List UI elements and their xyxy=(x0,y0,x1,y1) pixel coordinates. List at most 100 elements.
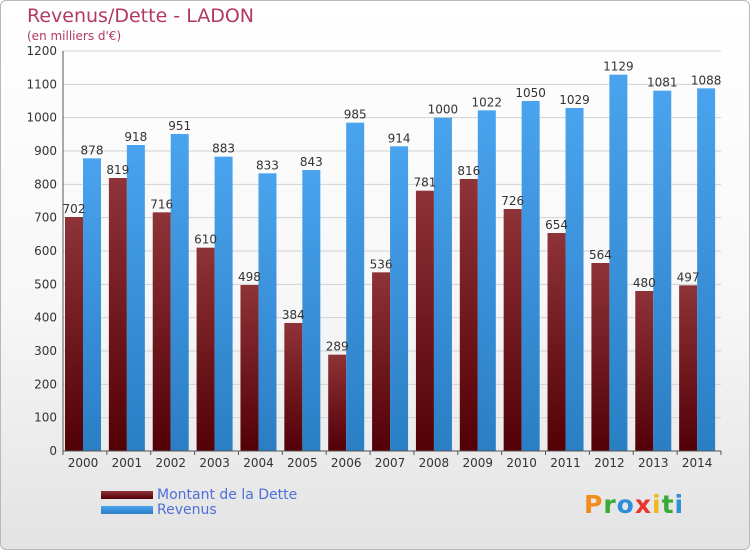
proxiti-logo: Proxiti xyxy=(584,490,684,519)
data-label-debt: 819 xyxy=(106,163,129,177)
x-tick-label: 2001 xyxy=(112,456,143,470)
bar-revenus xyxy=(565,108,584,451)
logo-letter: o xyxy=(616,490,635,519)
data-label-debt: 610 xyxy=(194,233,217,247)
data-label-revenus: 833 xyxy=(256,158,279,172)
x-tick-label: 2013 xyxy=(638,456,669,470)
data-label-debt: 716 xyxy=(150,197,173,211)
y-tick-label: 800 xyxy=(34,177,57,191)
data-label-debt: 289 xyxy=(326,340,349,354)
x-tick-label: 2004 xyxy=(243,456,274,470)
bar-debt xyxy=(328,354,347,451)
x-tick-label: 2010 xyxy=(506,456,537,470)
logo-letter: i xyxy=(652,490,662,519)
bar-debt xyxy=(547,233,566,451)
y-tick-label: 600 xyxy=(34,244,57,258)
x-tick-label: 2002 xyxy=(155,456,186,470)
bar-debt xyxy=(152,212,171,451)
bar-revenus xyxy=(214,156,233,451)
legend-label-debt: Montant de la Dette xyxy=(157,487,298,503)
bar-revenus xyxy=(83,158,101,452)
x-tick-label: 2009 xyxy=(463,456,494,470)
x-tick-label: 2003 xyxy=(199,456,230,470)
y-tick-label: 1100 xyxy=(26,77,57,91)
y-tick-label: 0 xyxy=(49,444,57,458)
data-label-debt: 498 xyxy=(238,270,261,284)
y-tick-label: 100 xyxy=(34,411,57,425)
x-tick-label: 2000 xyxy=(68,456,99,470)
data-label-revenus: 985 xyxy=(344,108,367,122)
y-tick-label: 1200 xyxy=(26,44,57,58)
data-label-debt: 702 xyxy=(63,202,86,216)
logo-letter: r xyxy=(603,490,617,519)
bar-revenus xyxy=(609,74,628,452)
bar-revenus xyxy=(653,90,672,452)
bar-debt xyxy=(108,178,127,451)
legend-label-revenus: Revenus xyxy=(157,502,217,518)
y-tick-label: 700 xyxy=(34,211,57,225)
bar-debt xyxy=(591,263,610,451)
x-tick-label: 2012 xyxy=(594,456,625,470)
y-tick-label: 1000 xyxy=(26,111,57,125)
legend-swatch-revenus xyxy=(101,506,153,514)
bar-revenus xyxy=(126,145,145,451)
data-label-debt: 497 xyxy=(677,270,700,284)
x-tick-label: 2007 xyxy=(375,456,406,470)
legend-swatch-debt xyxy=(101,491,153,499)
x-tick-label: 2006 xyxy=(331,456,362,470)
y-tick-label: 400 xyxy=(34,311,57,325)
chart-title: Revenus/Dette - LADON xyxy=(27,5,255,27)
data-label-revenus: 843 xyxy=(300,155,323,169)
bar-revenus xyxy=(346,122,365,452)
bar-debt xyxy=(65,217,83,451)
y-tick-label: 900 xyxy=(34,144,57,158)
data-label-debt: 564 xyxy=(589,248,612,262)
chart-subtitle: (en milliers d'€) xyxy=(27,29,122,43)
data-label-debt: 536 xyxy=(370,257,393,271)
logo-letter: i xyxy=(674,490,685,519)
bar-revenus xyxy=(697,88,716,451)
bar-revenus xyxy=(477,110,496,451)
bar-debt xyxy=(635,291,654,451)
bar-debt xyxy=(459,179,478,451)
bar-revenus xyxy=(433,117,452,452)
data-label-revenus: 883 xyxy=(212,142,235,156)
data-label-debt: 480 xyxy=(633,276,656,290)
data-label-revenus: 951 xyxy=(168,119,191,133)
x-tick-label: 2005 xyxy=(287,456,318,470)
bar-debt xyxy=(240,285,259,451)
data-label-revenus: 878 xyxy=(81,143,104,157)
legend-item-revenus: Revenus xyxy=(101,502,217,518)
y-tick-label: 500 xyxy=(34,277,57,291)
data-label-revenus: 1022 xyxy=(472,95,503,109)
bar-debt xyxy=(372,272,391,451)
bar-debt xyxy=(679,285,698,451)
data-label-revenus: 1129 xyxy=(603,60,634,74)
x-tick-label: 2008 xyxy=(419,456,450,470)
bar-debt xyxy=(284,323,303,451)
bar-debt xyxy=(503,209,522,451)
bar-revenus xyxy=(302,170,321,451)
y-tick-label: 200 xyxy=(34,377,57,391)
data-label-revenus: 1081 xyxy=(647,76,678,90)
logo-letter: t xyxy=(661,490,675,519)
data-label-revenus: 1029 xyxy=(559,93,590,107)
bar-debt xyxy=(196,247,215,451)
bar-debt xyxy=(415,190,434,451)
data-label-revenus: 1050 xyxy=(515,86,546,100)
data-label-debt: 816 xyxy=(457,164,480,178)
x-tick-label: 2011 xyxy=(550,456,581,470)
data-label-revenus: 1000 xyxy=(428,103,459,117)
data-label-revenus: 1088 xyxy=(691,73,722,87)
x-tick-label: 2014 xyxy=(682,456,713,470)
logo-letter: x xyxy=(634,490,652,519)
y-tick-label: 300 xyxy=(34,344,57,358)
legend-item-debt: Montant de la Dette xyxy=(101,487,298,503)
bar-revenus xyxy=(258,173,277,452)
logo-letter: P xyxy=(584,490,604,519)
bar-revenus xyxy=(390,146,409,452)
data-label-revenus: 918 xyxy=(124,130,147,144)
bar-revenus xyxy=(521,101,540,451)
